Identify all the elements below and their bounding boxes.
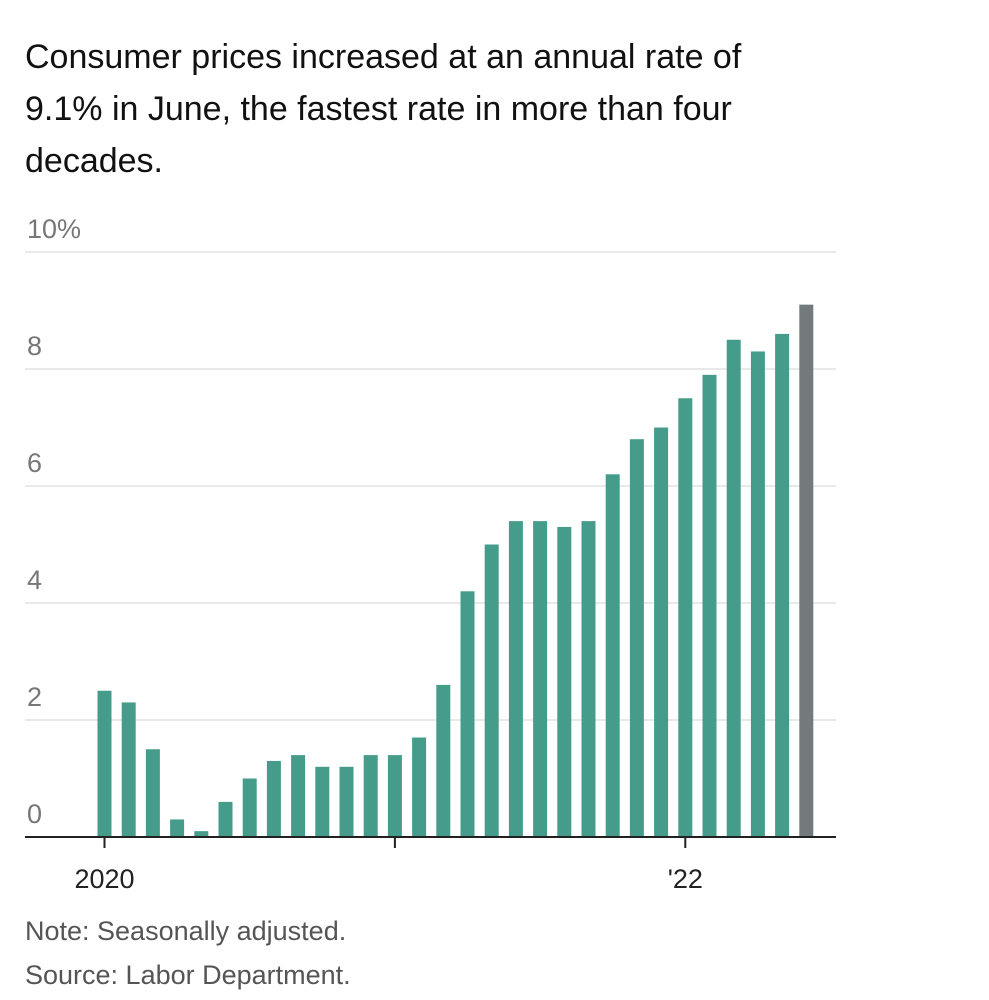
bar xyxy=(121,702,136,837)
chart-note: Note: Seasonally adjusted. xyxy=(25,916,346,946)
chart-title-line: Consumer prices increased at an annual r… xyxy=(25,38,742,76)
bar xyxy=(629,439,644,837)
bar xyxy=(533,521,548,837)
bar xyxy=(97,690,112,837)
bar xyxy=(315,766,330,837)
bar xyxy=(750,351,765,837)
bar xyxy=(291,755,306,837)
bars xyxy=(97,304,814,837)
bar xyxy=(242,778,257,837)
bar xyxy=(581,521,596,837)
bar xyxy=(194,831,209,837)
bar xyxy=(436,684,451,837)
y-tick-label: 6 xyxy=(27,448,42,478)
bar xyxy=(484,544,499,837)
bar xyxy=(339,766,354,837)
x-axis-ticks: 2020 '22 xyxy=(74,837,703,894)
x-tick-label: '22 xyxy=(668,864,703,894)
bar xyxy=(266,760,281,837)
y-tick-label: 0 xyxy=(27,799,42,829)
bar xyxy=(145,749,160,837)
bar xyxy=(218,801,233,837)
bar xyxy=(412,737,427,837)
bar xyxy=(799,304,814,837)
chart-title-line: 9.1% in June, the fastest rate in more t… xyxy=(25,90,732,128)
chart-source: Source: Labor Department. xyxy=(25,960,351,990)
grid-lines xyxy=(25,251,836,721)
chart-title: Consumer prices increased at an annual r… xyxy=(25,38,742,180)
bar xyxy=(654,427,669,837)
bar xyxy=(702,374,717,837)
bar xyxy=(726,339,741,837)
x-tick-label: 2020 xyxy=(74,864,134,894)
chart-title-line: decades. xyxy=(25,142,163,180)
bar xyxy=(387,755,402,837)
bar xyxy=(557,526,572,837)
bar xyxy=(508,521,523,837)
bar xyxy=(678,398,693,837)
bar xyxy=(605,474,620,837)
y-tick-label: 2 xyxy=(27,682,42,712)
bar xyxy=(775,333,790,837)
y-tick-label: 8 xyxy=(27,331,42,361)
bar xyxy=(363,755,378,837)
y-axis-ticks: 0 2 4 6 8 10% xyxy=(27,214,81,829)
bar xyxy=(170,819,185,837)
bar xyxy=(460,591,475,837)
y-tick-label: 4 xyxy=(27,565,42,595)
y-tick-label: 10% xyxy=(27,214,81,244)
